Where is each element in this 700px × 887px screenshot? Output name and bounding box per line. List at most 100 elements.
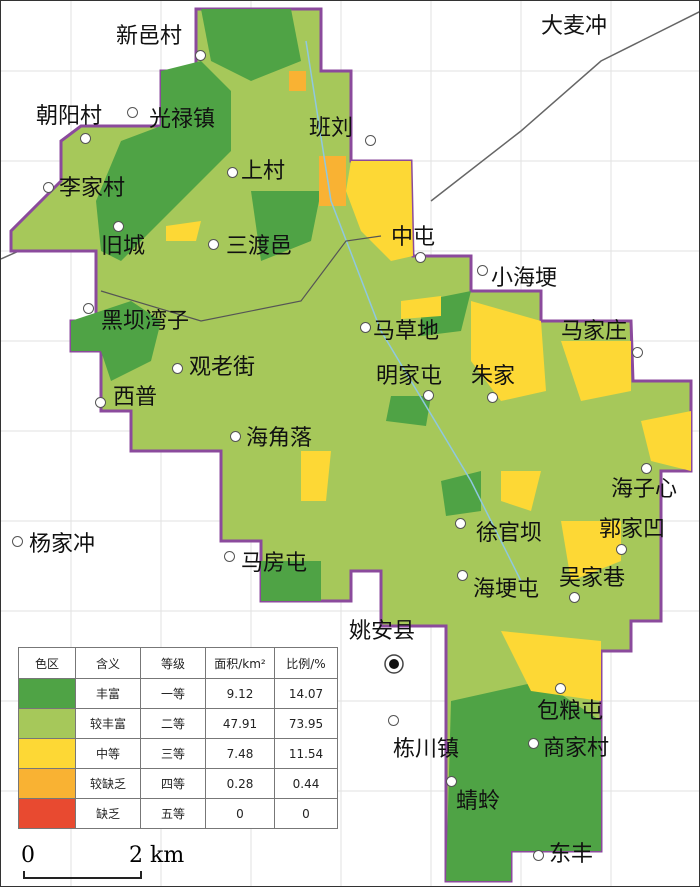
place-label: 西普 <box>113 385 158 410</box>
legend-area: 0 <box>205 798 275 829</box>
legend-meaning: 丰富 <box>75 678 141 709</box>
legend-ratio: 11.54 <box>274 738 338 769</box>
legend-area: 47.91 <box>205 708 275 739</box>
place-label: 朝阳村 <box>36 104 103 129</box>
legend-header-area: 面积/km² <box>205 647 275 679</box>
legend-meaning: 较丰富 <box>75 708 141 739</box>
place-marker <box>388 715 399 726</box>
medium-zones <box>166 161 691 701</box>
place-label: 包粮屯 <box>537 699 604 724</box>
place-marker <box>455 518 466 529</box>
legend-header-ratio: 比例/% <box>274 647 338 679</box>
place-label: 吴家巷 <box>559 566 626 591</box>
scale-value: 2 km <box>129 843 185 868</box>
legend-row: 较缺乏 四等 0.28 0.44 <box>18 768 338 799</box>
legend-area: 0.28 <box>205 768 275 799</box>
legend-grade: 二等 <box>140 708 206 739</box>
legend-row: 较丰富 二等 47.91 73.95 <box>18 708 338 739</box>
place-label: 东丰 <box>549 842 594 867</box>
county-seat-marker <box>384 654 404 674</box>
place-marker <box>616 544 627 555</box>
legend-ratio: 0 <box>274 798 338 829</box>
place-label: 郭家凹 <box>599 517 666 542</box>
place-label: 海角落 <box>246 426 313 451</box>
legend-swatch <box>18 798 76 829</box>
place-marker <box>113 221 124 232</box>
place-label: 明家屯 <box>376 364 443 389</box>
legend-swatch <box>18 768 76 799</box>
place-marker <box>528 738 539 749</box>
place-label: 光禄镇 <box>149 107 216 132</box>
river <box>305 40 522 582</box>
place-label: 马房屯 <box>241 551 308 576</box>
place-marker <box>477 265 488 276</box>
legend-meaning: 较缺乏 <box>75 768 141 799</box>
place-marker <box>172 363 183 374</box>
place-marker <box>195 50 206 61</box>
place-marker <box>230 431 241 442</box>
place-marker <box>360 322 371 333</box>
place-label: 蜻蛉 <box>456 789 501 814</box>
place-marker <box>12 536 23 547</box>
place-label: 杨家冲 <box>29 532 96 557</box>
place-marker <box>224 551 235 562</box>
place-label: 中屯 <box>391 225 436 250</box>
place-label: 观老街 <box>189 355 256 380</box>
legend-grade: 三等 <box>140 738 206 769</box>
county-border <box>430 11 699 202</box>
place-marker <box>227 167 238 178</box>
legend-ratio: 0.44 <box>274 768 338 799</box>
legend-header-meaning: 含义 <box>75 647 141 679</box>
scale-zero: 0 <box>21 843 35 868</box>
place-marker <box>43 182 54 193</box>
place-marker <box>365 135 376 146</box>
place-marker <box>555 683 566 694</box>
place-marker <box>533 850 544 861</box>
legend-grade: 一等 <box>140 678 206 709</box>
legend-ratio: 73.95 <box>274 708 338 739</box>
place-label: 马草地 <box>373 319 440 344</box>
place-marker <box>446 776 457 787</box>
legend-row: 中等 三等 7.48 11.54 <box>18 738 338 769</box>
scale-bar: 0 2 km <box>21 843 184 868</box>
legend-grade: 五等 <box>140 798 206 829</box>
place-label: 上村 <box>241 159 286 184</box>
place-marker <box>208 239 219 250</box>
place-label: 海埂屯 <box>473 577 540 602</box>
legend-area: 7.48 <box>205 738 275 769</box>
place-label: 三渡邑 <box>226 234 293 259</box>
legend-table: 色区 含义 等级 面积/km² 比例/% 丰富 一等 9.12 14.07 较丰富 二等 4… <box>18 647 338 829</box>
place-marker <box>487 392 498 403</box>
scale-bar-line <box>23 871 142 879</box>
place-label: 海子心 <box>611 477 678 502</box>
legend-meaning: 缺乏 <box>75 798 141 829</box>
legend-header-color: 色区 <box>18 647 76 679</box>
legend-header-grade: 等级 <box>140 647 206 679</box>
place-marker <box>127 107 138 118</box>
place-marker <box>95 397 106 408</box>
legend-ratio: 14.07 <box>274 678 338 709</box>
place-label: 朱家 <box>471 364 516 389</box>
place-marker <box>569 592 580 603</box>
legend-meaning: 中等 <box>75 738 141 769</box>
place-label: 旧城 <box>101 234 146 259</box>
place-label: 姚安县 <box>349 619 416 644</box>
legend-area: 9.12 <box>205 678 275 709</box>
place-marker <box>423 390 434 401</box>
place-label: 小海埂 <box>491 266 558 291</box>
place-marker <box>457 570 468 581</box>
place-marker <box>641 463 652 474</box>
legend-swatch <box>18 738 76 769</box>
place-marker <box>632 347 643 358</box>
place-label: 新邑村 <box>116 24 183 49</box>
place-label: 大麦冲 <box>541 14 608 39</box>
legend-swatch <box>18 678 76 709</box>
township-boundary <box>100 235 382 322</box>
legend-row: 缺乏 五等 0 0 <box>18 798 338 829</box>
place-label: 马家庄 <box>561 319 628 344</box>
place-label: 李家村 <box>59 176 126 201</box>
legend-grade: 四等 <box>140 768 206 799</box>
place-label: 徐官坝 <box>476 521 543 546</box>
